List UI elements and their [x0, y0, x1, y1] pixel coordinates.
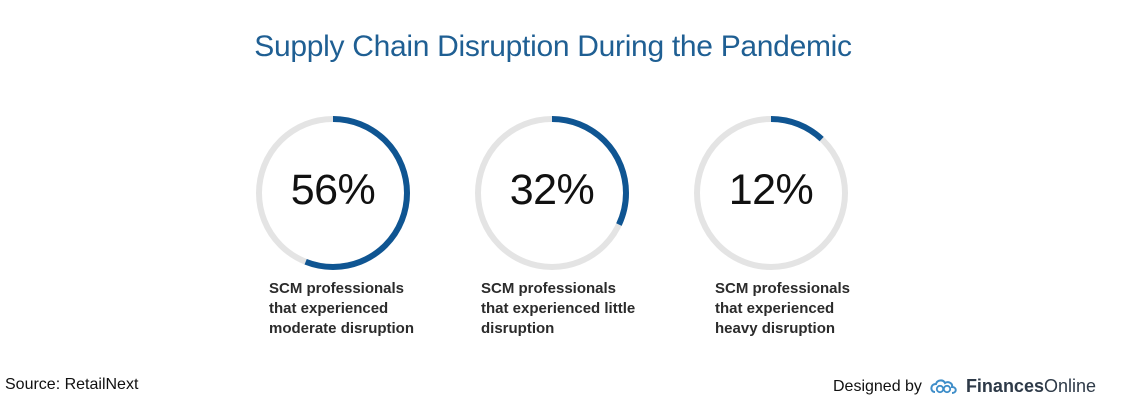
brand-name-bold: Finances [965, 376, 1044, 396]
donut-2: 32% SCM professionals that experienced lit… [472, 113, 672, 343]
donut-svg [694, 116, 848, 270]
designer-credit: Designed by FinancesOnline [833, 376, 1096, 397]
description-line: that experienced [715, 300, 835, 317]
financesonline-logo-icon [929, 378, 959, 396]
description-line: SCM professionals [715, 280, 851, 297]
donut-svg [475, 116, 629, 270]
description-line: that experienced [269, 300, 389, 317]
brand-name-light: Online [1043, 376, 1096, 396]
donut-description: SCM professionals that experienced heavy d… [715, 279, 915, 339]
donut-arc-12 [694, 116, 848, 270]
chart-title: Supply Chain Disruption During the Pande… [254, 30, 852, 63]
description-line: heavy disruption [715, 320, 836, 337]
percent-label: 32% [509, 166, 595, 214]
donut-arc-32 [475, 116, 629, 270]
designed-by-label: Designed by [832, 377, 922, 395]
donut-svg [256, 116, 410, 270]
percent-label: 56% [290, 166, 376, 214]
donut-description: SCM professionals that experienced little… [481, 279, 681, 339]
description-line: SCM professionals [481, 280, 617, 297]
description-line: SCM professionals [269, 280, 405, 297]
description-line: disruption [481, 320, 555, 337]
description-line: that experienced little [481, 300, 636, 317]
donut-description: SCM professionals that experienced moderat… [269, 279, 469, 339]
percent-label: 12% [728, 166, 814, 214]
donut-arc-56 [256, 116, 410, 270]
source-note: Source: RetailNext [5, 376, 139, 393]
brand-name: FinancesOnline [966, 376, 1096, 397]
donut-1: 56% SCM professionals that experienced mode… [253, 113, 453, 343]
donut-3: 12% SCM professionals that experienced heav… [691, 113, 891, 343]
description-line: moderate disruption [269, 320, 415, 337]
